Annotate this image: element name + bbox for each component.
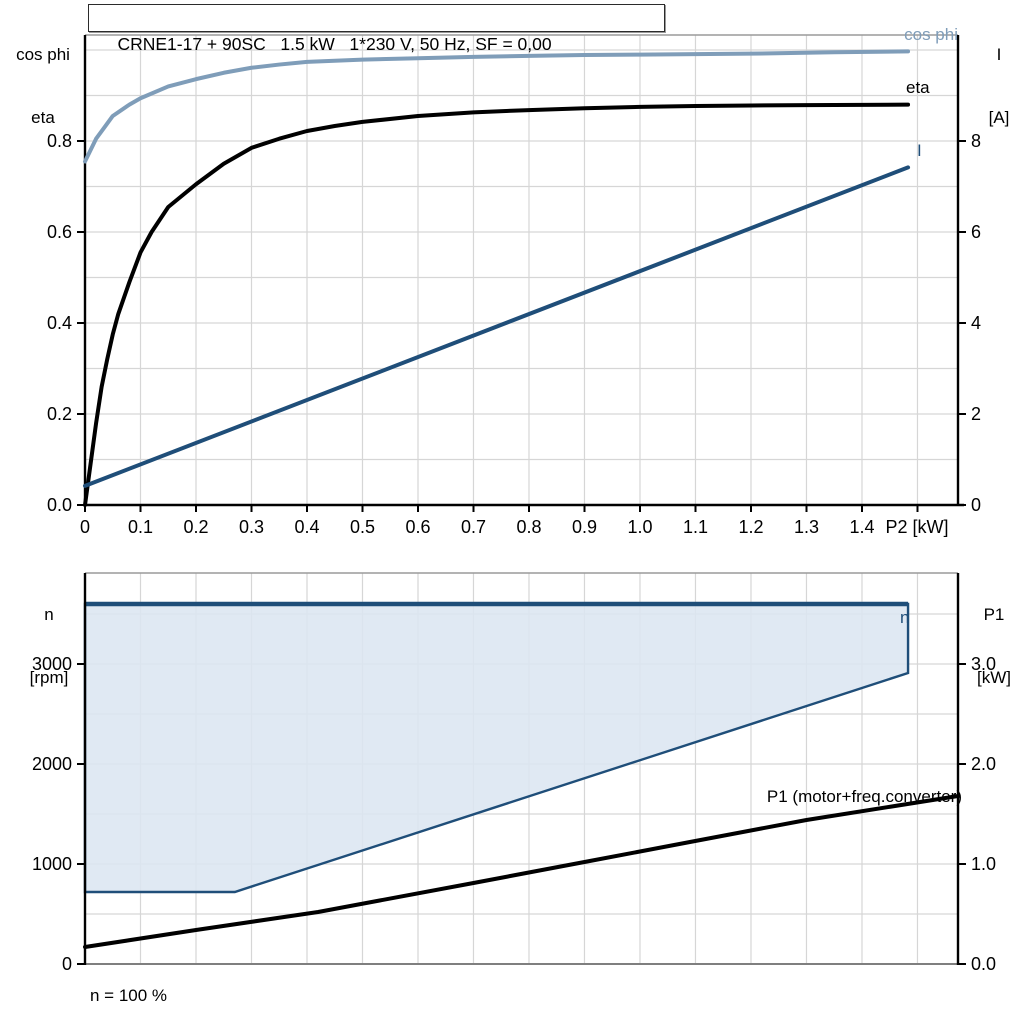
x-tick-label: 1.4 (849, 517, 874, 537)
x-tick-label: 0.9 (572, 517, 597, 537)
speed-footnote: n = 100 % (90, 986, 168, 1005)
x-tick-label: 0.7 (461, 517, 486, 537)
top-right-axis-label: I [A] (961, 2, 1024, 170)
right-tick-label: 3.0 (971, 654, 996, 674)
left-tick-label: 0.6 (47, 222, 72, 242)
left-tick-label: 0.4 (47, 313, 72, 333)
speed-region (83, 602, 910, 894)
right-tick-label: 0 (971, 495, 981, 515)
current-curve-label: I (917, 141, 922, 160)
x-tick-label: 0.8 (516, 517, 541, 537)
x-tick-label: 0.5 (350, 517, 375, 537)
left-axis-label-line1: cos phi (16, 45, 70, 64)
right-axis-label-line1: I (996, 45, 1002, 64)
right-axis-label-line2: [A] (988, 108, 1010, 127)
right-tick-label: 2.0 (971, 754, 996, 774)
x-tick-label: 0 (80, 517, 90, 537)
right-tick-label: 1.0 (971, 854, 996, 874)
left-tick-label: 3000 (32, 654, 72, 674)
x-tick-label: 0.3 (239, 517, 264, 537)
left-tick-label: 0.0 (47, 495, 72, 515)
x-tick-label: 0.4 (294, 517, 319, 537)
right-tick-label: 8 (971, 131, 981, 151)
series-eta (83, 102, 911, 507)
p1-axis-label-line2: [kW] (977, 668, 1011, 687)
series-i (83, 165, 911, 488)
p1-axis-label-line1: P1 (983, 605, 1005, 624)
n-axis-label-line2: [rpm] (29, 668, 69, 687)
x-axis-unit-label: P2 [kW] (885, 517, 948, 537)
speed-region-label: n (900, 608, 910, 627)
series-p1-motor-freq-converter- (83, 794, 960, 949)
left-tick-label: 1000 (32, 854, 72, 874)
x-tick-label: 1.0 (627, 517, 652, 537)
x-tick-label: 0.6 (405, 517, 430, 537)
left-tick-label: 0.8 (47, 131, 72, 151)
x-tick-label: 1.2 (738, 517, 763, 537)
x-tick-label: 0.2 (183, 517, 208, 537)
right-tick-label: 6 (971, 222, 981, 242)
right-tick-label: 4 (971, 313, 981, 333)
right-tick-label: 0.0 (971, 954, 996, 974)
left-tick-label: 2000 (32, 754, 72, 774)
x-tick-label: 1.3 (794, 517, 819, 537)
left-tick-label: 0 (62, 954, 72, 974)
series-cos-phi (83, 49, 911, 164)
cos-phi-curve-label: cos phi (904, 25, 958, 44)
chart-title: CRNE1-17 + 90SC 1.5 kW 1*230 V, 50 Hz, S… (117, 34, 552, 54)
chart-title-box: CRNE1-17 + 90SC 1.5 kW 1*230 V, 50 Hz, S… (88, 4, 665, 54)
top-left-axis-label: cos phi eta (5, 2, 81, 170)
left-tick-label: 0.2 (47, 404, 72, 424)
n-axis-label-line1: n (44, 605, 54, 624)
bottom-right-axis-label: P1 [kW] (956, 562, 1024, 730)
p1-curve-label: P1 (motor+freq.converter) (766, 787, 962, 806)
left-axis-label-line2: eta (31, 108, 55, 127)
x-tick-label: 1.1 (683, 517, 708, 537)
eta-curve-label: eta (906, 78, 930, 97)
bottom-left-axis-label: n [rpm] (11, 562, 87, 730)
right-tick-label: 2 (971, 404, 981, 424)
x-tick-label: 0.1 (128, 517, 153, 537)
